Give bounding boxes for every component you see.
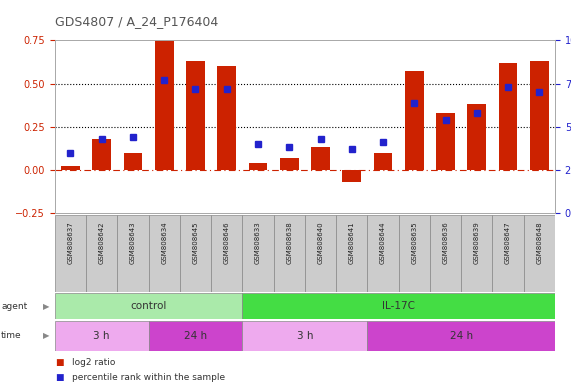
Text: control: control (130, 301, 167, 311)
Text: 3 h: 3 h (94, 331, 110, 341)
Bar (218, 66, 236, 170)
Bar (186, 61, 205, 170)
Bar (55, 321, 148, 351)
Text: GSM808648: GSM808648 (536, 221, 542, 264)
Text: 24 h: 24 h (184, 331, 207, 341)
Text: GSM808635: GSM808635 (411, 221, 417, 264)
Bar (405, 71, 424, 170)
Text: GSM808634: GSM808634 (161, 221, 167, 264)
Text: GSM808638: GSM808638 (286, 221, 292, 264)
Bar (148, 215, 180, 292)
Text: GSM808642: GSM808642 (99, 221, 104, 264)
Text: percentile rank within the sample: percentile rank within the sample (72, 372, 225, 382)
Text: GSM808637: GSM808637 (67, 221, 74, 264)
Bar (155, 40, 174, 170)
Text: ■: ■ (55, 358, 63, 367)
Text: GSM808640: GSM808640 (317, 221, 324, 264)
Text: GSM808643: GSM808643 (130, 221, 136, 264)
Text: agent: agent (1, 301, 27, 311)
Bar (148, 321, 242, 351)
Bar (373, 153, 392, 170)
Bar (530, 61, 549, 170)
Bar (211, 215, 242, 292)
Bar (498, 63, 517, 170)
Bar (430, 215, 461, 292)
Text: GSM808633: GSM808633 (255, 221, 261, 264)
Bar (180, 215, 211, 292)
Text: GSM808644: GSM808644 (380, 221, 386, 264)
Text: log2 ratio: log2 ratio (72, 358, 115, 367)
Bar (93, 139, 111, 170)
Text: GSM808647: GSM808647 (505, 221, 511, 264)
Bar (86, 215, 118, 292)
Text: ▶: ▶ (43, 301, 50, 311)
Bar (461, 215, 492, 292)
Text: IL-17C: IL-17C (382, 301, 415, 311)
Text: GSM808641: GSM808641 (349, 221, 355, 264)
Bar (248, 163, 267, 170)
Bar (436, 113, 455, 170)
Bar (61, 167, 80, 170)
Text: 3 h: 3 h (297, 331, 313, 341)
Bar (368, 215, 399, 292)
Bar (123, 153, 142, 170)
Text: 24 h: 24 h (450, 331, 473, 341)
Text: GSM808639: GSM808639 (474, 221, 480, 264)
Bar (524, 215, 555, 292)
Bar (242, 321, 368, 351)
Bar (305, 215, 336, 292)
Text: GSM808636: GSM808636 (443, 221, 449, 264)
Bar (492, 215, 524, 292)
Bar (343, 170, 361, 182)
Text: GDS4807 / A_24_P176404: GDS4807 / A_24_P176404 (55, 15, 218, 28)
Bar (118, 215, 148, 292)
Bar (55, 293, 242, 319)
Bar (242, 293, 555, 319)
Text: ▶: ▶ (43, 331, 50, 341)
Text: GSM808645: GSM808645 (192, 221, 199, 264)
Text: ■: ■ (55, 372, 63, 382)
Text: time: time (1, 331, 22, 341)
Bar (280, 158, 299, 170)
Text: GSM808646: GSM808646 (224, 221, 230, 264)
Bar (368, 321, 555, 351)
Bar (336, 215, 368, 292)
Bar (311, 147, 330, 170)
Bar (468, 104, 486, 170)
Bar (242, 215, 274, 292)
Bar (399, 215, 430, 292)
Bar (55, 215, 86, 292)
Bar (274, 215, 305, 292)
